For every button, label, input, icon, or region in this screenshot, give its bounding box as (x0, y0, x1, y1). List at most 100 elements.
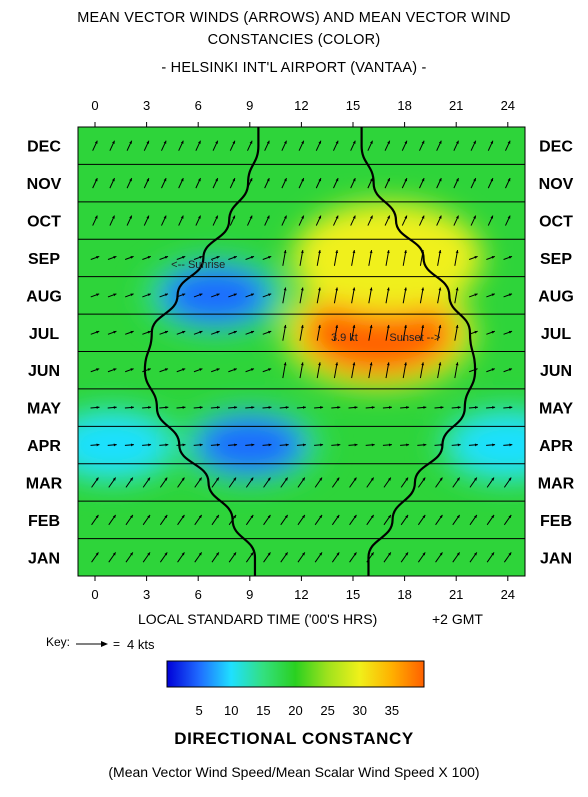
wind-arrowhead (370, 178, 373, 182)
wind-arrowhead (405, 514, 409, 519)
wind-arrowhead (284, 215, 287, 219)
wind-arrowhead (130, 406, 134, 409)
wind-arrowhead (181, 552, 185, 556)
wind-arrowhead (95, 477, 99, 481)
x-tick-label-bottom: 24 (501, 587, 515, 602)
wind-arrowhead (369, 362, 373, 366)
wind-arrowhead (404, 324, 407, 328)
wind-arrowhead (234, 406, 238, 409)
wind-arrowhead (268, 330, 272, 334)
wind-arrowhead (268, 406, 272, 409)
wind-arrowhead (438, 324, 442, 328)
wind-arrowhead (439, 552, 443, 556)
wind-arrowhead (438, 287, 442, 291)
x-tick-label-top: 12 (294, 98, 308, 113)
wind-arrowhead (490, 215, 494, 219)
month-label-left: APR (27, 438, 61, 455)
wind-arrowhead (352, 287, 356, 291)
wind-arrowhead (318, 250, 321, 254)
wind-arrowhead (232, 215, 236, 219)
wind-arrowhead (508, 330, 513, 334)
wind-arrowhead (474, 330, 478, 334)
wind-arrowhead (404, 215, 408, 219)
wind-arrowhead (215, 178, 218, 182)
x-tick-label-bottom: 3 (143, 587, 150, 602)
wind-arrowhead (508, 477, 512, 481)
wind-arrowhead (455, 324, 459, 328)
wind-arrowhead (422, 477, 426, 481)
wind-arrowhead (250, 514, 254, 519)
wind-arrowhead (266, 140, 270, 144)
wind-arrowhead (337, 406, 341, 409)
wind-arrowhead (95, 552, 99, 556)
wind-arrowhead (318, 362, 321, 366)
key-equals: = (113, 637, 120, 651)
month-label-left: NOV (27, 176, 62, 193)
wind-arrowhead (405, 552, 409, 556)
wind-arrowhead (182, 406, 186, 409)
wind-arrowhead (300, 287, 304, 291)
wind-arrowhead (319, 477, 323, 481)
wind-arrowhead (370, 514, 374, 519)
wind-arrowhead (404, 362, 407, 366)
wind-arrowhead (318, 140, 322, 144)
wind-arrowhead (283, 324, 287, 328)
wind-arrowhead (199, 368, 203, 372)
wind-arrowhead (113, 293, 117, 297)
key-arrowhead (101, 641, 108, 647)
wind-arrowhead (130, 256, 134, 259)
wind-arrowhead (508, 256, 513, 259)
wind-arrowhead (165, 406, 169, 409)
month-label-left: OCT (27, 214, 61, 231)
wind-arrowhead (491, 330, 495, 334)
month-label-left: AUG (26, 288, 62, 305)
wind-arrowhead (113, 406, 117, 409)
wind-arrowhead (353, 514, 357, 519)
x-tick-label-bottom: 6 (195, 587, 202, 602)
wind-arrowhead (146, 215, 150, 219)
wind-arrowhead (301, 178, 304, 182)
wind-arrowhead (266, 178, 270, 182)
wind-arrowhead (233, 293, 237, 297)
x-tick-label-bottom: 9 (246, 587, 253, 602)
wind-arrowhead (198, 215, 201, 219)
wind-arrowhead (250, 256, 255, 259)
month-label-right: JUN (540, 363, 572, 380)
wind-arrowhead (388, 514, 391, 519)
x-tick-label-bottom: 21 (449, 587, 463, 602)
wind-arrowhead (148, 406, 152, 409)
wind-arrowhead (386, 287, 390, 291)
wind-arrowhead (456, 514, 460, 519)
wind-arrowhead (371, 406, 375, 409)
wind-arrowhead (371, 443, 375, 447)
month-label-right: JUL (541, 326, 571, 343)
wind-arrowhead (285, 443, 289, 447)
wind-arrowhead (491, 552, 495, 556)
wind-arrowhead (440, 406, 444, 409)
wind-arrowhead (337, 443, 341, 447)
colorbar-tick-label: 10 (224, 703, 238, 718)
wind-arrowhead (354, 443, 358, 447)
wind-arrowhead (404, 250, 407, 254)
wind-arrowhead (386, 362, 390, 366)
wind-arrowhead (147, 293, 151, 297)
wind-arrowhead (318, 324, 321, 328)
wind-arrowhead (147, 256, 151, 259)
wind-arrowhead (404, 140, 408, 144)
wind-arrowhead (215, 215, 218, 219)
wind-arrowhead (318, 287, 321, 291)
wind-arrowhead (96, 443, 100, 447)
wind-arrowhead (251, 443, 255, 447)
wind-arrowhead (113, 443, 117, 447)
wind-arrowhead (319, 514, 323, 519)
wind-arrowhead (439, 514, 443, 519)
wind-arrowhead (249, 140, 253, 144)
constancy-blob (303, 290, 454, 375)
wind-arrowhead (473, 178, 476, 182)
wind-arrowhead (387, 140, 390, 144)
x-tick-label-bottom: 12 (294, 587, 308, 602)
wind-arrowhead (490, 178, 494, 182)
wind-arrowhead (130, 443, 134, 447)
wind-arrowhead (388, 477, 391, 481)
wind-arrowhead (130, 293, 134, 297)
